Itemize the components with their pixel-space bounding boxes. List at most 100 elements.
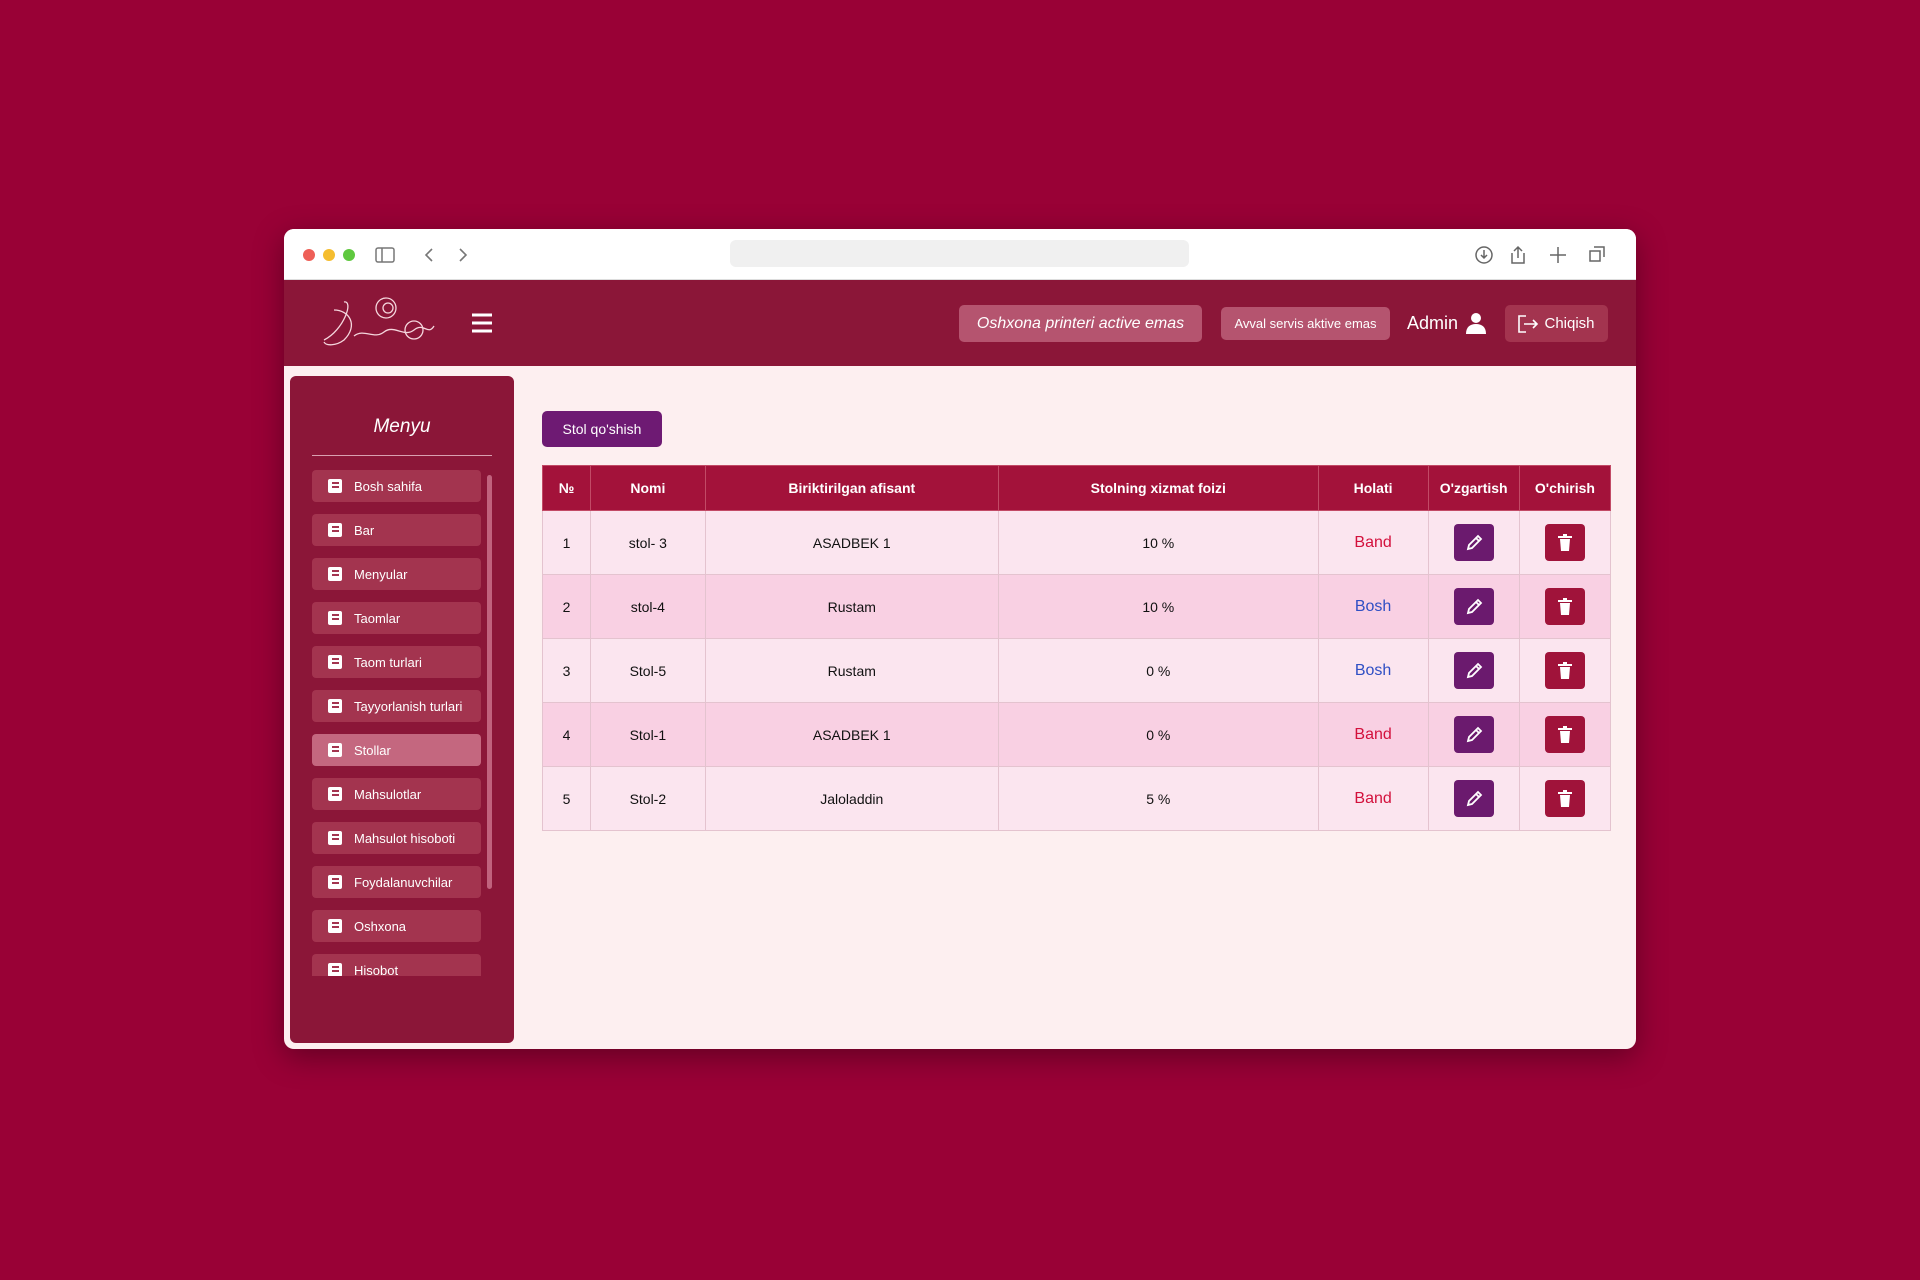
menu-title: Menyu	[373, 416, 431, 437]
edit-button[interactable]	[1453, 652, 1494, 689]
menu-item[interactable]: Mahsulotlar	[312, 778, 481, 810]
menu-item[interactable]: Hisobot	[312, 954, 481, 976]
delete-button[interactable]	[1544, 780, 1585, 817]
edit-button[interactable]	[1453, 780, 1494, 817]
menu-icon	[328, 743, 342, 757]
menu-icon	[328, 919, 342, 933]
toolbar-icons[interactable]	[1474, 243, 1624, 267]
cell: 5	[541, 766, 592, 831]
cell: 0 %	[997, 638, 1319, 703]
menu-item[interactable]: Bar	[312, 514, 481, 546]
table-row: 2 stol-4 Rustam 10 % Bosh	[541, 574, 1612, 639]
table-row: 5 Stol-2 Jaloladdin 5 % Band	[541, 766, 1612, 831]
printer-status: Oshxona printeri active emas	[959, 305, 1202, 342]
delete-icon	[1557, 789, 1572, 807]
menu-item[interactable]: Bosh sahifa	[312, 470, 481, 502]
delete-button[interactable]	[1544, 588, 1585, 625]
service-status: Avval servis aktive emas	[1221, 307, 1390, 340]
column-header: Stolning xizmat foizi	[997, 465, 1319, 511]
cell	[1427, 766, 1520, 831]
cell	[1518, 702, 1612, 767]
cell: ASADBEK 1	[704, 702, 999, 767]
status: Band	[1317, 510, 1429, 575]
column-header: Nomi	[590, 465, 706, 511]
status: Band	[1317, 702, 1429, 767]
menu-icon	[328, 699, 342, 713]
menu-item[interactable]: Menyular	[312, 558, 481, 590]
logout-button[interactable]: Chiqish	[1505, 305, 1608, 342]
edit-icon	[1466, 726, 1482, 742]
scrollbar[interactable]	[487, 475, 492, 889]
cell: 2	[541, 574, 592, 639]
edit-icon	[1466, 598, 1482, 614]
edit-button[interactable]	[1453, 588, 1494, 625]
add-table-button[interactable]: Stol qo'shish	[542, 411, 662, 447]
menu-item[interactable]: Mahsulot hisoboti	[312, 822, 481, 854]
cell: 1	[541, 510, 592, 575]
delete-icon	[1557, 597, 1572, 615]
user-icon[interactable]	[1464, 311, 1488, 335]
tables-table: № Nomi Biriktirilgan afisant Stolning xizma…	[541, 465, 1612, 831]
cell: Rustam	[704, 574, 999, 639]
column-header: O'zgartish	[1427, 465, 1520, 511]
cell: 10 %	[997, 510, 1319, 575]
cell: 10 %	[997, 574, 1319, 639]
delete-icon	[1557, 661, 1572, 679]
cell: Rustam	[704, 638, 999, 703]
edit-button[interactable]	[1453, 716, 1494, 753]
cell	[1427, 574, 1520, 639]
menu-item[interactable]: Tayyorlanish turlari	[312, 690, 481, 722]
menu-toggle[interactable]	[470, 312, 494, 334]
minimize[interactable]	[323, 249, 335, 261]
app-header: Oshxona printeri active emas Avval servi…	[284, 280, 1636, 366]
edit-icon	[1466, 662, 1482, 678]
zoom[interactable]	[343, 249, 355, 261]
nav-icons[interactable]	[374, 243, 494, 267]
cell	[1518, 574, 1612, 639]
status: Bosh	[1317, 574, 1429, 639]
menu-icon	[328, 963, 342, 976]
menu-icon	[328, 655, 342, 669]
cell	[1427, 638, 1520, 703]
cell: Stol-1	[590, 702, 706, 767]
user-name[interactable]: Admin	[1407, 313, 1459, 333]
divider	[312, 455, 492, 456]
delete-icon	[1557, 725, 1572, 743]
delete-button[interactable]	[1544, 524, 1585, 561]
cell: Stol-2	[590, 766, 706, 831]
sidebar: Menyu Bosh sahifa Bar Menyular Taomlar Taom …	[290, 376, 514, 1043]
delete-button[interactable]	[1544, 652, 1585, 689]
menu-icon	[328, 479, 342, 493]
logo	[323, 297, 435, 346]
menu-icon	[328, 787, 342, 801]
table-row: 1 stol- 3 ASADBEK 1 10 % Band	[541, 510, 1612, 575]
cell	[1427, 510, 1520, 575]
menu-item[interactable]: Foydalanuvchilar	[312, 866, 481, 898]
menu-icon	[328, 611, 342, 625]
status: Bosh	[1317, 638, 1429, 703]
cell	[1518, 510, 1612, 575]
delete-button[interactable]	[1544, 716, 1585, 753]
cell	[1427, 702, 1520, 767]
close[interactable]	[303, 249, 315, 261]
address-bar[interactable]	[730, 240, 1189, 267]
cell: ASADBEK 1	[704, 510, 999, 575]
logout-icon	[1518, 315, 1539, 333]
menu-item[interactable]: Taomlar	[312, 602, 481, 634]
cell: 5 %	[997, 766, 1319, 831]
cell: Jaloladdin	[704, 766, 999, 831]
cell: 4	[541, 702, 592, 767]
menu-item[interactable]: Stollar	[312, 734, 481, 766]
menu-icon	[328, 523, 342, 537]
cell: 0 %	[997, 702, 1319, 767]
menu-icon	[328, 567, 342, 581]
cell: Stol-5	[590, 638, 706, 703]
browser-toolbar	[284, 229, 1636, 280]
cell: stol- 3	[590, 510, 706, 575]
menu-item[interactable]: Oshxona	[312, 910, 481, 942]
column-header: O'chirish	[1518, 465, 1612, 511]
menu-item[interactable]: Taom turlari	[312, 646, 481, 678]
edit-button[interactable]	[1453, 524, 1494, 561]
edit-icon	[1466, 534, 1482, 550]
edit-icon	[1466, 790, 1482, 806]
